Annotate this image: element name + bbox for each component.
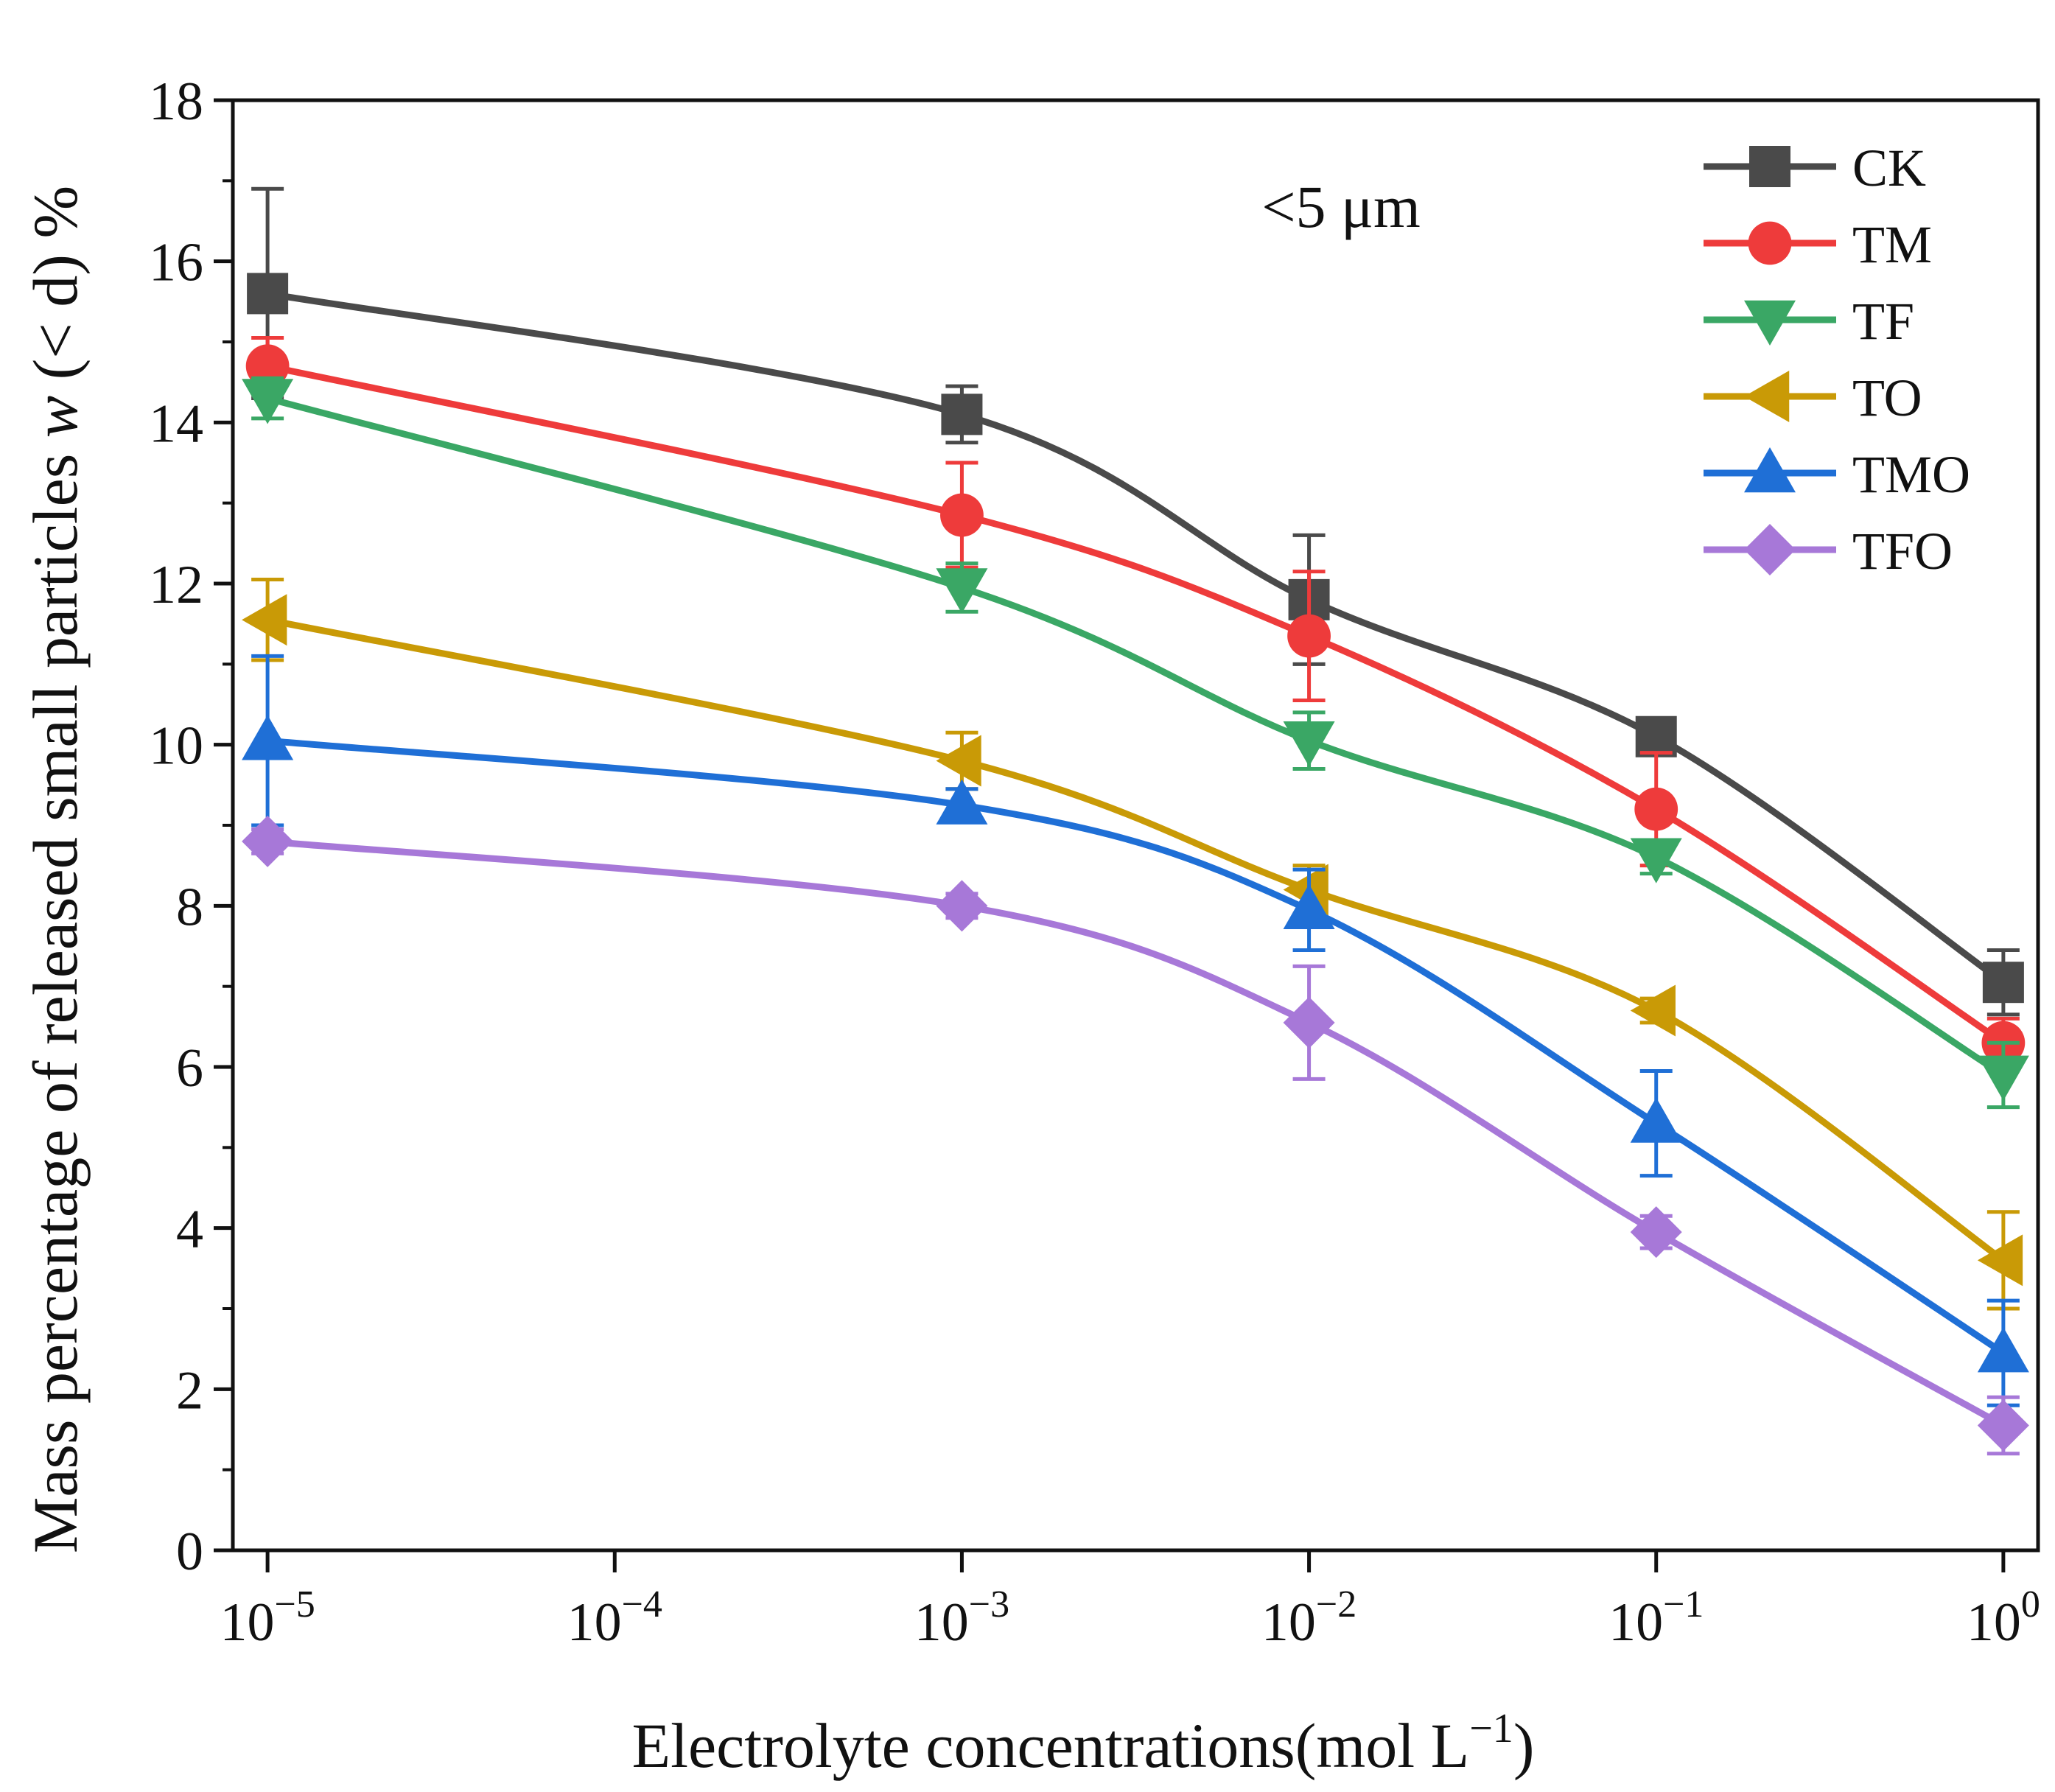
legend-item-tmo: TMO (1704, 445, 1970, 504)
legend-item-tfo: TFO (1704, 522, 1953, 581)
data-point (1635, 715, 1677, 757)
data-point (1283, 883, 1335, 930)
x-axis-title-main: Electrolyte concentrations(mol L (632, 1710, 1470, 1781)
legend-label: TF (1852, 292, 1914, 351)
series-tmo (242, 654, 2029, 1407)
legend-label: TFO (1852, 522, 1953, 581)
legend-label: TM (1852, 215, 1932, 274)
x-axis-title-tail: ) (1513, 1710, 1535, 1781)
data-point (936, 568, 988, 614)
data-point (1283, 996, 1335, 1049)
data-point (1977, 1327, 2029, 1373)
y-tick-label: 10 (149, 716, 203, 777)
legend-label: TO (1852, 368, 1922, 427)
x-axis-title-sup: −1 (1469, 1706, 1513, 1751)
x-tick-label: 100 (1967, 1583, 2040, 1653)
data-point (247, 273, 289, 315)
data-point (1977, 1399, 2029, 1452)
x-tick-exponent: −4 (622, 1583, 662, 1625)
x-tick-base: 10 (1967, 1592, 2021, 1653)
series-tf (242, 376, 2029, 1110)
legend-marker (1744, 524, 1796, 575)
data-point (1630, 838, 1682, 883)
y-tick-label: 0 (176, 1522, 203, 1582)
x-tick-exponent: −1 (1663, 1583, 1704, 1625)
series-line (267, 737, 2006, 1356)
legend-item-ck: CK (1704, 139, 1926, 197)
y-axis-title-pre: Mass percentage of released small partic… (20, 438, 91, 1553)
series-line (267, 838, 2006, 1429)
y-axis: 0 2 4 6 8 10 12 14 16 18 (149, 71, 233, 1582)
series-line (267, 616, 2006, 1264)
x-tick-exponent: 0 (2021, 1583, 2040, 1625)
data-point (242, 715, 294, 760)
series-tfo (242, 815, 2029, 1456)
y-tick-label: 16 (149, 233, 203, 293)
y-tick-label: 6 (176, 1038, 203, 1099)
y-tick-label: 2 (176, 1360, 203, 1421)
legend-item-tf: TF (1704, 292, 1914, 351)
series-line (267, 363, 2006, 1046)
legend-label: TMO (1852, 445, 1970, 504)
x-tick-base: 10 (220, 1592, 274, 1653)
x-tick-label: 10−1 (1608, 1583, 1704, 1653)
legend-marker (1748, 221, 1792, 265)
y-tick-label: 18 (149, 71, 203, 132)
legend-label: CK (1852, 139, 1926, 197)
legend-marker (1744, 300, 1796, 346)
x-tick-base: 10 (914, 1592, 969, 1653)
x-tick-exponent: −5 (274, 1583, 315, 1625)
legend-marker (1744, 447, 1796, 493)
legend: CK TM TF TO TMO TFO (1704, 139, 1970, 581)
x-tick-label: 10−2 (1261, 1583, 1356, 1653)
data-point (936, 880, 988, 932)
data-point (1630, 1206, 1682, 1259)
x-axis: 10−5 10−4 10−3 10−2 10−1 100 (220, 1550, 2040, 1653)
series-layer (242, 186, 2029, 1456)
data-point (242, 815, 294, 867)
y-tick-label: 14 (149, 393, 203, 454)
y-axis-title: Mass percentage of released small partic… (20, 186, 91, 1553)
data-point (940, 493, 984, 537)
data-point (1634, 787, 1678, 831)
data-point (1977, 1055, 2029, 1101)
y-tick-label: 4 (176, 1200, 203, 1260)
y-tick-label: 12 (149, 555, 203, 615)
data-point (1630, 984, 1676, 1037)
y-tick-label: 8 (176, 877, 203, 937)
x-tick-base: 10 (1261, 1592, 1316, 1653)
series-line (266, 395, 2006, 1078)
data-point (1287, 614, 1331, 658)
legend-marker (1744, 371, 1790, 422)
x-tick-base: 10 (1608, 1592, 1663, 1653)
legend-marker (1749, 146, 1790, 187)
data-point (242, 594, 287, 646)
data-point (936, 779, 988, 825)
series-line (267, 290, 2006, 985)
data-point (1982, 962, 2024, 1004)
legend-item-to: TO (1704, 368, 1922, 427)
legend-item-tm: TM (1704, 215, 1932, 274)
data-point (936, 735, 981, 787)
data-point (1630, 1097, 1682, 1143)
x-tick-exponent: −3 (969, 1583, 1009, 1625)
y-axis-title-italic: w (20, 396, 91, 438)
x-tick-label: 10−3 (914, 1583, 1009, 1653)
data-point (1283, 721, 1335, 767)
x-tick-base: 10 (567, 1592, 622, 1653)
y-axis-title-post: (< d) % (20, 186, 91, 396)
data-point (1977, 1234, 2023, 1287)
x-tick-label: 10−4 (567, 1583, 662, 1653)
x-tick-label: 10−5 (220, 1583, 315, 1653)
x-tick-exponent: −2 (1316, 1583, 1356, 1625)
data-point (941, 393, 983, 435)
data-point (242, 379, 294, 424)
size-annotation: <5 μm (1261, 173, 1421, 240)
series-tm (245, 336, 2026, 1069)
x-axis-title: Electrolyte concentrations(mol L−1) (632, 1706, 1535, 1781)
